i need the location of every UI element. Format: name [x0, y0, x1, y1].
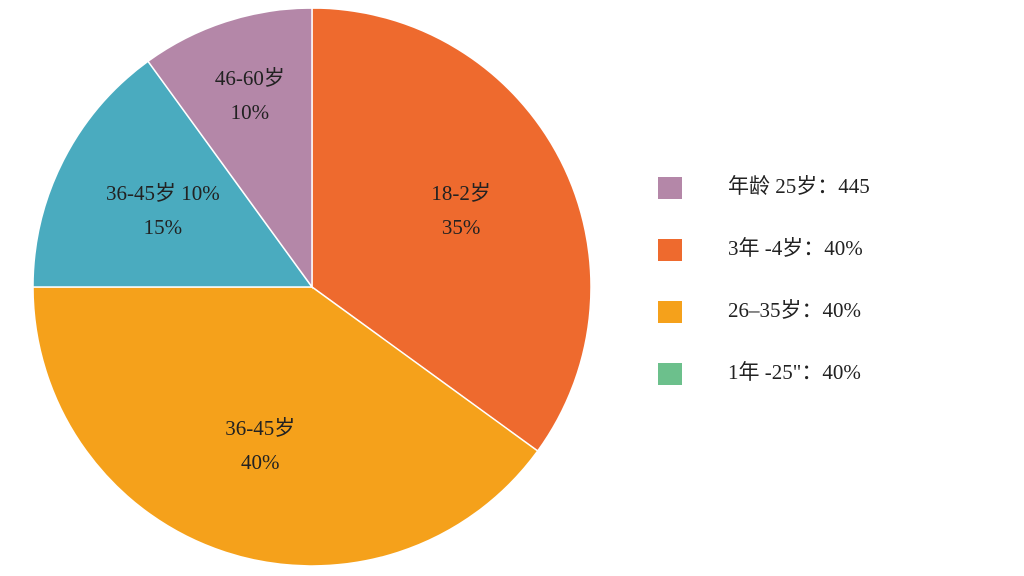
pie-slice — [32, 286, 539, 567]
legend-swatch — [658, 239, 682, 261]
legend-swatch — [658, 177, 682, 199]
legend-swatch — [658, 363, 682, 385]
legend-label: 26–35岁：40% — [728, 298, 861, 322]
slice-value-label: 35% — [442, 215, 481, 239]
slice-label: 46-60岁 — [215, 66, 285, 90]
legend-label: 1年 -25"：40% — [728, 360, 861, 384]
legend-swatch — [658, 301, 682, 323]
slice-label: 18-2岁 — [431, 181, 491, 205]
pie-slice — [32, 60, 314, 288]
pie-slice — [311, 7, 592, 453]
pie-slice — [146, 7, 313, 290]
legend-label: 3年 -4岁：40% — [728, 236, 863, 260]
slice-value-label: 40% — [241, 450, 280, 474]
legend-label: 年龄 25岁：445 — [728, 174, 870, 198]
slice-value-label: 15% — [144, 215, 183, 239]
slice-label: 36-45岁 — [225, 416, 295, 440]
slice-label: 36-45岁 10% — [106, 181, 220, 205]
slice-value-label: 10% — [231, 100, 270, 124]
